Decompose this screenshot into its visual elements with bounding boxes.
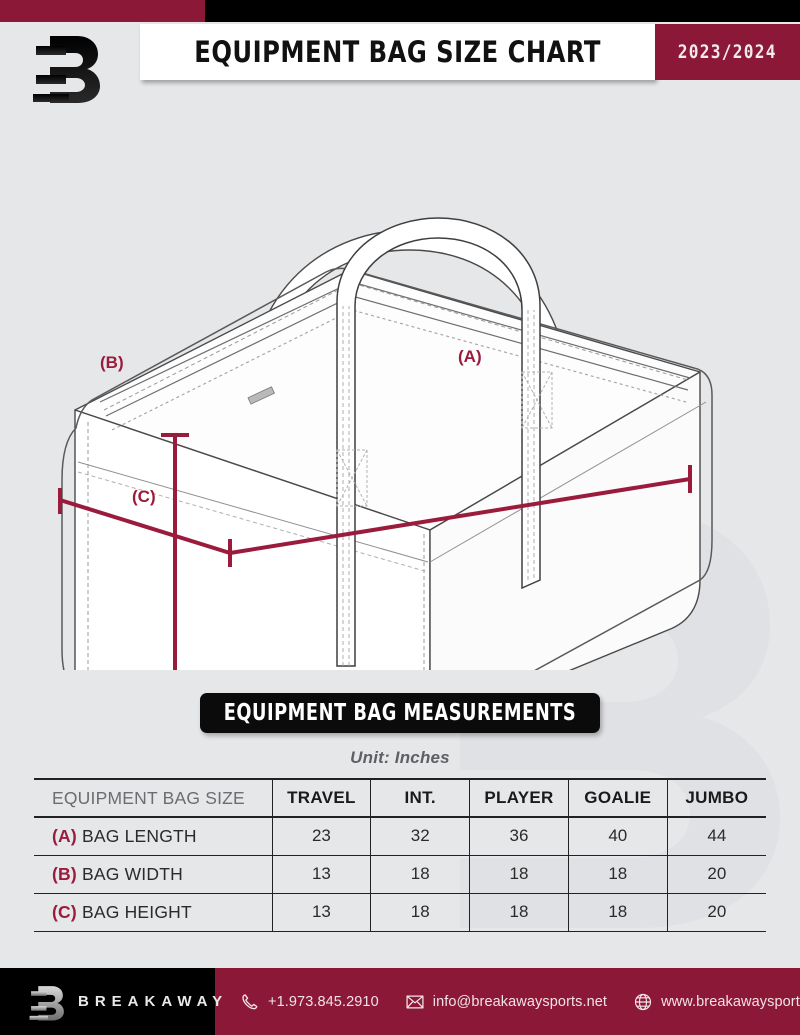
bag-seam-top (103, 282, 689, 411)
bag-handle-front (336, 217, 541, 667)
top-rail-black-segment (205, 0, 800, 22)
dimension-label-width: (B) (100, 353, 124, 372)
cell-length-jumbo: 44 (666, 816, 766, 856)
email-icon (406, 995, 424, 1008)
page-header: EQUIPMENT BAG SIZE CHART 2023/2024 (0, 22, 800, 103)
row-tag-c: (C) (52, 901, 77, 922)
cell-width-int: 18 (370, 855, 470, 894)
row-tag-a: (A) (52, 825, 77, 846)
page-footer: BREAKAWAY +1.973.845.2910 info@breakaway… (0, 968, 800, 1035)
table-row: (B) BAG WIDTH 13 18 18 18 20 (34, 855, 766, 894)
measurements-banner-label: EQUIPMENT BAG MEASUREMENTS (223, 700, 577, 726)
dimension-label-height: (C) (132, 487, 156, 506)
cell-length-int: 32 (370, 816, 470, 856)
row-label-bag-height: (C) BAG HEIGHT (34, 893, 272, 932)
top-rail (0, 0, 800, 22)
contact-website-text: www.breakawaysports.net (661, 993, 800, 1010)
bag-front-panel-seam (77, 461, 429, 563)
cell-width-travel: 13 (271, 855, 371, 894)
measurements-banner: EQUIPMENT BAG MEASUREMENTS (200, 693, 600, 733)
cell-height-player: 18 (469, 893, 569, 932)
table-header-row: EQUIPMENT BAG SIZE TRAVEL INT. PLAYER GO… (34, 778, 766, 818)
bag-body-outline (61, 267, 713, 670)
bag-x-stitch-right (521, 371, 553, 429)
measurements-table: EQUIPMENT BAG SIZE TRAVEL INT. PLAYER GO… (34, 778, 766, 932)
page-title: EQUIPMENT BAG SIZE CHART (194, 35, 601, 69)
bag-zipper-pull (247, 386, 276, 405)
row-name-bag-height: BAG HEIGHT (81, 901, 192, 922)
season-year-label: 2023/2024 (677, 41, 777, 63)
cell-width-jumbo: 20 (666, 855, 766, 894)
dimension-line-length (229, 477, 691, 555)
table-header-player: PLAYER (469, 778, 569, 818)
cell-width-player: 18 (469, 855, 569, 894)
footer-black-panel (0, 968, 215, 1035)
row-label-bag-length: (A) BAG LENGTH (34, 816, 272, 856)
cell-length-travel: 23 (271, 816, 371, 856)
cell-length-player: 36 (469, 816, 569, 856)
footer-maroon-panel (215, 968, 800, 1035)
footer-brand-name: BREAKAWAY (78, 993, 229, 1010)
cell-height-int: 18 (370, 893, 470, 932)
dimension-label-length: (A) (458, 347, 482, 366)
row-name-bag-length: BAG LENGTH (81, 825, 197, 846)
season-year-badge: 2023/2024 (655, 24, 800, 80)
table-header-goalie: GOALIE (567, 778, 668, 818)
contact-phone-text: +1.973.845.2910 (268, 993, 379, 1010)
cell-height-goalie: 18 (567, 893, 668, 932)
table-header-travel: TRAVEL (271, 778, 371, 818)
breakaway-b-logo-icon (33, 36, 100, 103)
table-header-jumbo: JUMBO (666, 778, 766, 818)
globe-icon (634, 993, 652, 1010)
unit-note: Unit: Inches (350, 748, 450, 767)
equipment-bag-illustration: (A) (B) (C) (58, 217, 713, 670)
row-tag-b: (B) (52, 863, 77, 884)
row-label-bag-width: (B) BAG WIDTH (34, 855, 272, 894)
cell-height-travel: 13 (271, 893, 371, 932)
bag-x-stitch-left (336, 449, 368, 507)
cell-width-goalie: 18 (567, 855, 668, 894)
contact-website[interactable]: www.breakawaysports.net (633, 992, 800, 1012)
footer-contacts: +1.973.845.2910 info@breakawaysports.net… (240, 968, 800, 1035)
table-header-size: EQUIPMENT BAG SIZE (34, 778, 272, 818)
table-header-int: INT. (370, 778, 470, 818)
page-title-bar: EQUIPMENT BAG SIZE CHART (140, 24, 655, 80)
contact-email-text: info@breakawaysports.net (432, 993, 608, 1010)
contact-phone[interactable]: +1.973.845.2910 (240, 992, 379, 1012)
contact-email[interactable]: info@breakawaysports.net (405, 992, 607, 1012)
breakaway-b-logo-icon (29, 986, 64, 1021)
top-rail-maroon-segment (0, 0, 205, 22)
table-row: (A) BAG LENGTH 23 32 36 40 44 (34, 816, 766, 856)
cell-length-goalie: 40 (567, 816, 668, 856)
dimension-line-width (59, 498, 231, 555)
table-row: (C) BAG HEIGHT 13 18 18 18 20 (34, 893, 766, 932)
row-name-bag-width: BAG WIDTH (81, 863, 183, 884)
phone-icon (242, 993, 258, 1009)
bag-side-panel-seam (429, 401, 707, 563)
cell-height-jumbo: 20 (666, 893, 766, 932)
